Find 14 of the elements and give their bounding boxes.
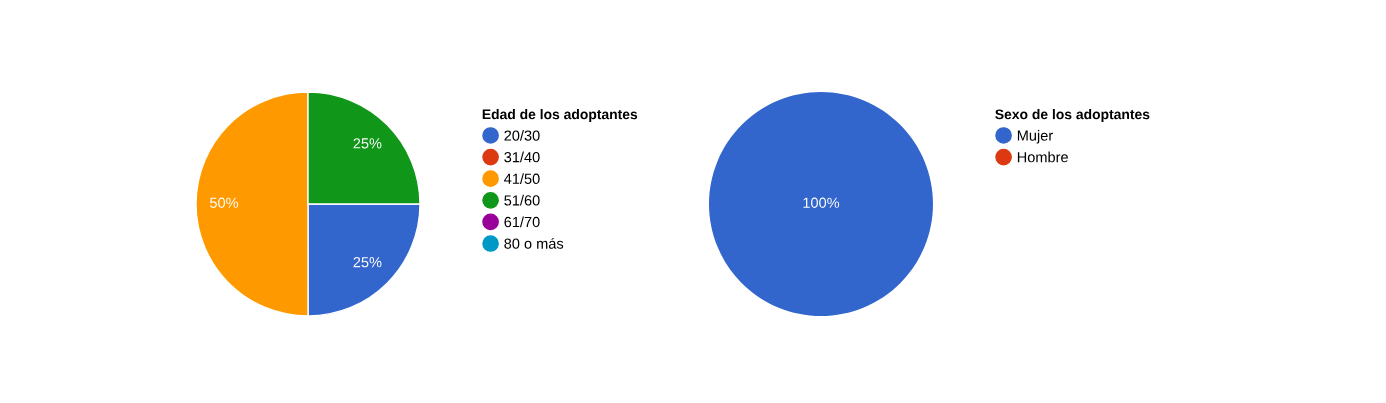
legend-label: 61/70 [504, 216, 540, 228]
legend-label: 51/60 [504, 194, 540, 206]
legend-title: Sexo de los adoptantes [995, 109, 1150, 122]
legend-label: 41/50 [504, 173, 540, 184]
legend-label: Mujer [1017, 130, 1053, 144]
data-label: 25% [353, 256, 382, 268]
data-label: 25% [353, 138, 382, 149]
legend-label: 80 o más [504, 237, 564, 249]
legend-label: 20/30 [504, 130, 540, 141]
data-label: 50% [209, 197, 239, 208]
legend-label: Hombre [1017, 151, 1068, 163]
data-label: 100% [803, 197, 840, 208]
legend-label: 31/40 [504, 151, 540, 163]
legend-title: Edad de los adoptantes [482, 109, 638, 122]
